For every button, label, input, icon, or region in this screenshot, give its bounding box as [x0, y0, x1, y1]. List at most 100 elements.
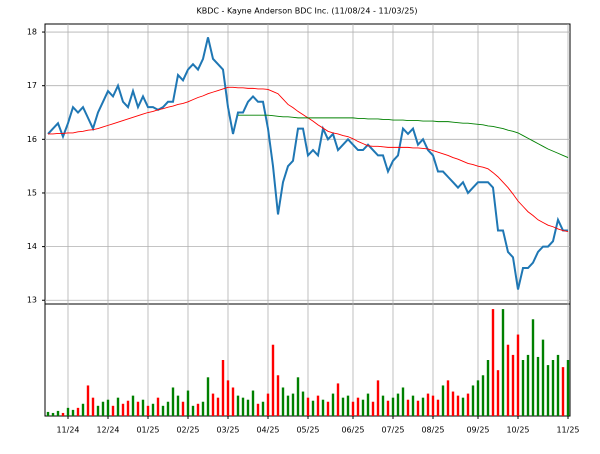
volume-bar	[46, 411, 50, 416]
volume-bar	[361, 399, 365, 416]
volume-bar	[381, 395, 385, 416]
volume-bar	[146, 405, 150, 416]
volume-bar	[506, 344, 510, 416]
y-tick-label: 17	[27, 81, 37, 90]
volume-bar	[156, 397, 160, 416]
volume-bar	[226, 380, 230, 416]
volume-bar	[291, 393, 295, 416]
volume-bar	[296, 377, 300, 416]
volume-bar	[541, 339, 545, 416]
volume-bar	[526, 354, 530, 416]
volume-bar	[331, 393, 335, 416]
volume-bar	[546, 365, 550, 416]
volume-bar	[191, 405, 195, 416]
volume-bar	[161, 405, 165, 416]
volume-bar	[501, 309, 505, 416]
volume-bar	[86, 385, 90, 416]
volume-bar	[51, 412, 55, 416]
volume-bar	[56, 410, 60, 416]
volume-bar	[81, 403, 85, 416]
volume-bar	[306, 397, 310, 416]
volume-bar	[426, 393, 430, 416]
volume-bar	[481, 375, 485, 416]
volume-bar	[241, 397, 245, 416]
volume-bar	[401, 387, 405, 416]
volume-bar	[466, 393, 470, 416]
volume-bar	[311, 400, 315, 416]
volume-bar	[126, 400, 130, 416]
volume-bar	[141, 399, 145, 416]
volume-bar	[321, 399, 325, 416]
x-tick-label: 06/25	[341, 426, 364, 435]
volume-bar	[201, 401, 205, 416]
volume-bar	[446, 380, 450, 416]
volume-bar	[231, 387, 235, 416]
volume-bar	[271, 344, 275, 416]
price-line	[47, 37, 568, 290]
x-tick-label: 04/25	[256, 426, 279, 435]
x-tick-label: 05/25	[296, 426, 319, 435]
volume-bar	[341, 397, 345, 416]
volume-bar	[116, 397, 120, 416]
volume-bar	[171, 387, 175, 416]
volume-bar	[246, 399, 250, 416]
y-tick-label: 13	[27, 296, 37, 305]
volume-bar	[216, 397, 220, 416]
x-tick-label: 02/25	[176, 426, 199, 435]
volume-bar	[281, 387, 285, 416]
volume-bar	[371, 401, 375, 416]
volume-bar	[566, 360, 570, 416]
volume-bar	[491, 309, 495, 416]
volume-bar	[531, 319, 535, 416]
volume-bar	[516, 334, 520, 416]
volume-bar	[151, 403, 155, 416]
volume-bar	[251, 390, 255, 416]
y-tick-label: 15	[27, 188, 37, 197]
volume-bar	[266, 393, 270, 416]
y-tick-label: 18	[27, 28, 37, 37]
volume-bar	[91, 397, 95, 416]
volume-bar	[61, 412, 65, 416]
volume-bar	[136, 401, 140, 416]
volume-bar	[391, 397, 395, 416]
x-tick-label: 10/25	[506, 426, 529, 435]
volume-bar	[451, 391, 455, 416]
volume-bar	[326, 401, 330, 416]
x-tick-label: 11/25	[556, 426, 579, 435]
chart-title: KBDC - Kayne Anderson BDC Inc. (11/08/24…	[196, 7, 417, 16]
x-tick-label: 07/25	[381, 426, 404, 435]
volume-bar	[286, 395, 290, 416]
volume-bar	[276, 375, 280, 416]
volume-bar	[346, 395, 350, 416]
x-tick-label: 11/24	[56, 426, 79, 435]
volume-bar	[386, 400, 390, 416]
volume-bar	[536, 356, 540, 416]
x-tick-label: 08/25	[421, 426, 444, 435]
volume-bar	[471, 385, 475, 416]
volume-bar	[376, 380, 380, 416]
volume-bar	[351, 401, 355, 416]
y-tick-label: 14	[27, 242, 37, 251]
volume-bar	[561, 367, 565, 416]
volume-bar	[421, 397, 425, 416]
volume-bar	[551, 360, 555, 416]
volume-bar	[366, 393, 370, 416]
volume-bar	[511, 354, 515, 416]
volume-bar	[106, 399, 110, 416]
volume-bar	[416, 400, 420, 416]
volume-bar	[456, 395, 460, 416]
volume-bar	[71, 409, 75, 416]
volume-bar	[441, 385, 445, 416]
volume-bar	[336, 383, 340, 416]
volume-bar	[316, 395, 320, 416]
volume-bar	[181, 401, 185, 416]
volume-bar	[121, 403, 125, 416]
x-tick-label: 09/25	[466, 426, 489, 435]
volume-bar	[411, 395, 415, 416]
y-tick-label: 16	[27, 135, 37, 144]
volume-bar	[101, 401, 105, 416]
volume-bar	[461, 397, 465, 416]
volume-bar	[261, 401, 265, 416]
volume-bar	[436, 399, 440, 416]
volume-bar	[186, 390, 190, 416]
